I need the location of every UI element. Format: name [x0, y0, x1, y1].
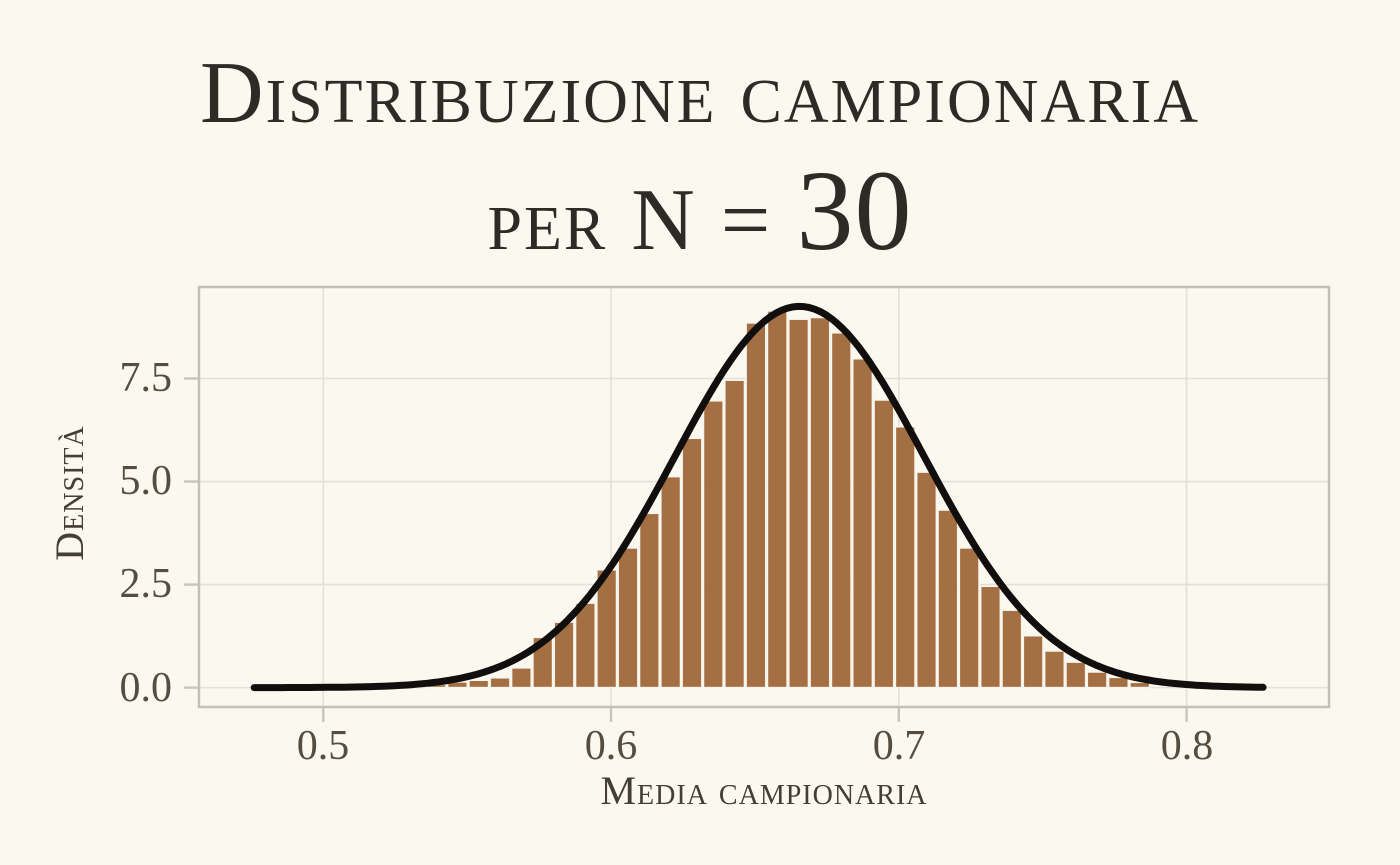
y-tick-label-7.5: 7.5 — [119, 354, 173, 401]
chart-title-line2-prefix: per N = — [487, 172, 797, 270]
chart-title-line1: Distribuzione campionaria — [199, 45, 1201, 142]
histogram-bar — [745, 322, 767, 689]
histogram-bar — [979, 585, 1002, 689]
histogram-bar — [809, 316, 831, 689]
y-tick-label-2.5: 2.5 — [119, 561, 173, 608]
histogram-bar — [1043, 650, 1066, 689]
x-tick-label-0.8: 0.8 — [1160, 723, 1214, 769]
histogram-bar — [915, 471, 938, 689]
panel-border — [197, 285, 1331, 709]
histogram-bar — [1001, 609, 1023, 689]
y-axis-title: Densità — [47, 425, 92, 561]
histogram-bar — [702, 399, 724, 689]
histogram-bar — [1086, 671, 1108, 689]
histogram-bar — [958, 547, 980, 689]
histogram-bar — [873, 399, 895, 689]
y-tick-label-5.0: 5.0 — [119, 458, 173, 505]
histogram-bar — [1065, 661, 1087, 689]
histogram-bar — [787, 318, 810, 689]
histogram-bar — [638, 512, 661, 689]
histogram-bar — [851, 357, 874, 689]
histogram-bar — [937, 509, 959, 689]
histogram-bar — [766, 310, 788, 689]
x-axis-title: Media campionaria — [600, 768, 928, 813]
histogram-bar — [617, 547, 639, 689]
histogram-bar — [894, 425, 916, 689]
histogram-bar — [681, 437, 703, 689]
x-tick-label-0.7: 0.7 — [872, 723, 926, 769]
histogram-bar — [1022, 634, 1044, 689]
chart-title-line2: per N = 30 — [0, 154, 1400, 268]
histogram-bar — [510, 667, 533, 689]
histogram-bar — [830, 331, 852, 689]
histogram-bar — [532, 636, 554, 689]
histogram-bar — [1129, 681, 1151, 689]
histogram-bar — [1107, 676, 1130, 689]
histogram-bar — [468, 679, 490, 689]
histogram-bar — [723, 379, 746, 689]
y-tick-label-0.0: 0.0 — [119, 664, 173, 711]
histogram-bar — [574, 602, 597, 689]
x-tick-label-0.6: 0.6 — [584, 723, 638, 769]
density-curve — [250, 302, 1267, 692]
chart-title: Distribuzione campionaria per N = 30 — [0, 45, 1400, 268]
x-tick-label-0.5: 0.5 — [296, 723, 350, 769]
chart-title-sample-size: 30 — [796, 147, 913, 275]
histogram-bar — [489, 676, 511, 689]
histogram-bar — [660, 475, 682, 689]
